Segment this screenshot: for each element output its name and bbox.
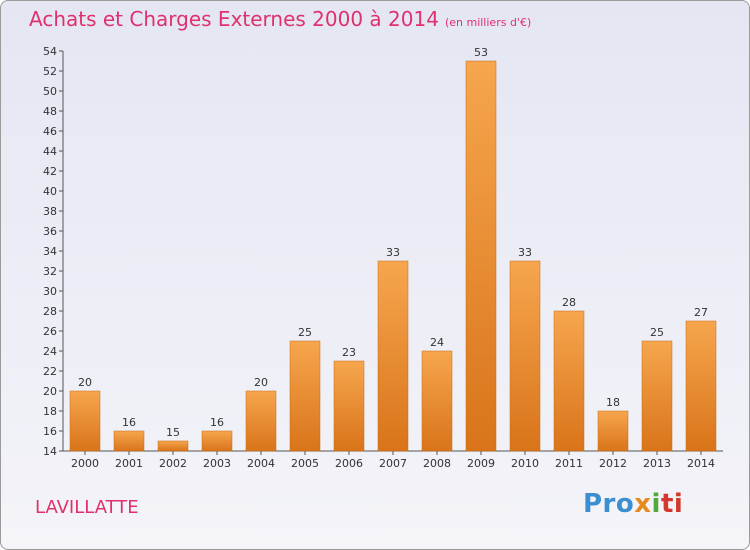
y-tick-label: 24: [43, 345, 57, 358]
value-label-2007: 33: [386, 246, 400, 259]
value-label-2003: 16: [210, 416, 224, 429]
value-label-2005: 25: [298, 326, 312, 339]
y-tick-label: 26: [43, 325, 57, 338]
y-tick-label: 42: [43, 165, 57, 178]
chart-bars: [69, 60, 717, 452]
bar-2000: [69, 390, 101, 452]
y-tick-label: 54: [43, 45, 57, 58]
y-tick-label: 20: [43, 385, 57, 398]
y-tick-label: 14: [43, 445, 57, 458]
bar-2003: [201, 430, 233, 452]
x-tick-label: 2002: [159, 457, 187, 470]
x-tick-label: 2013: [643, 457, 671, 470]
x-tick-label: 2008: [423, 457, 451, 470]
x-tick-label: 2014: [687, 457, 715, 470]
y-tick-label: 30: [43, 285, 57, 298]
y-tick-label: 38: [43, 205, 57, 218]
bar-2002: [157, 440, 189, 452]
y-tick-label: 34: [43, 245, 57, 258]
chart-value-labels: 20 16 15 16 20 25 23 33 24 53 33 28 18 25 27: [78, 46, 708, 439]
y-tick-label: 28: [43, 305, 57, 318]
bar-2008: [421, 350, 453, 452]
commune-name: LAVILLATTE: [35, 497, 139, 518]
x-tick-label: 2009: [467, 457, 495, 470]
x-tick-label: 2011: [555, 457, 583, 470]
bar-2004: [245, 390, 277, 452]
y-tick-label: 50: [43, 85, 57, 98]
bar-2006: [333, 360, 365, 452]
value-label-2001: 16: [122, 416, 136, 429]
y-tick-label: 46: [43, 125, 57, 138]
value-label-2002: 15: [166, 426, 180, 439]
value-label-2012: 18: [606, 396, 620, 409]
bar-2005: [289, 340, 321, 452]
x-tick-label: 2001: [115, 457, 143, 470]
value-label-2013: 25: [650, 326, 664, 339]
value-label-2009: 53: [474, 46, 488, 59]
x-tick-label: 2012: [599, 457, 627, 470]
y-tick-label: 18: [43, 405, 57, 418]
chart-subtitle: (en milliers d'€): [444, 16, 532, 29]
bar-2013: [641, 340, 673, 452]
y-tick-label: 40: [43, 185, 57, 198]
bar-2012: [597, 410, 629, 452]
x-tick-label: 2007: [379, 457, 407, 470]
value-label-2010: 33: [518, 246, 532, 259]
chart-title: Achats et Charges Externes 2000 à 2014 (e…: [29, 7, 531, 31]
x-tick-label: 2005: [291, 457, 319, 470]
y-tick-label: 36: [43, 225, 57, 238]
value-label-2000: 20: [78, 376, 92, 389]
bar-2014: [685, 320, 717, 452]
y-tick-label: 44: [43, 145, 57, 158]
value-label-2014: 27: [694, 306, 708, 319]
chart-axes: 14 16 18 20 22 24 26 28 30 32 34 36 38 40 42 44 46 48 50 52…: [43, 45, 723, 470]
x-tick-label: 2000: [71, 457, 99, 470]
bar-2010: [509, 260, 541, 452]
proxiti-logo: Proxiti: [583, 489, 684, 519]
bar-2001: [113, 430, 145, 452]
y-tick-label: 52: [43, 65, 57, 78]
bar-2009: [465, 60, 497, 452]
y-tick-label: 22: [43, 365, 57, 378]
value-label-2011: 28: [562, 296, 576, 309]
y-tick-label: 48: [43, 105, 57, 118]
chart-title-text: Achats et Charges Externes 2000 à 2014: [29, 7, 439, 31]
y-tick-label: 32: [43, 265, 57, 278]
x-tick-label: 2004: [247, 457, 275, 470]
y-tick-label: 16: [43, 425, 57, 438]
value-label-2004: 20: [254, 376, 268, 389]
bar-2011: [553, 310, 585, 452]
x-tick-label: 2006: [335, 457, 363, 470]
bar-2007: [377, 260, 409, 452]
x-tick-label: 2010: [511, 457, 539, 470]
value-label-2006: 23: [342, 346, 356, 359]
x-tick-label: 2003: [203, 457, 231, 470]
value-label-2008: 24: [430, 336, 444, 349]
